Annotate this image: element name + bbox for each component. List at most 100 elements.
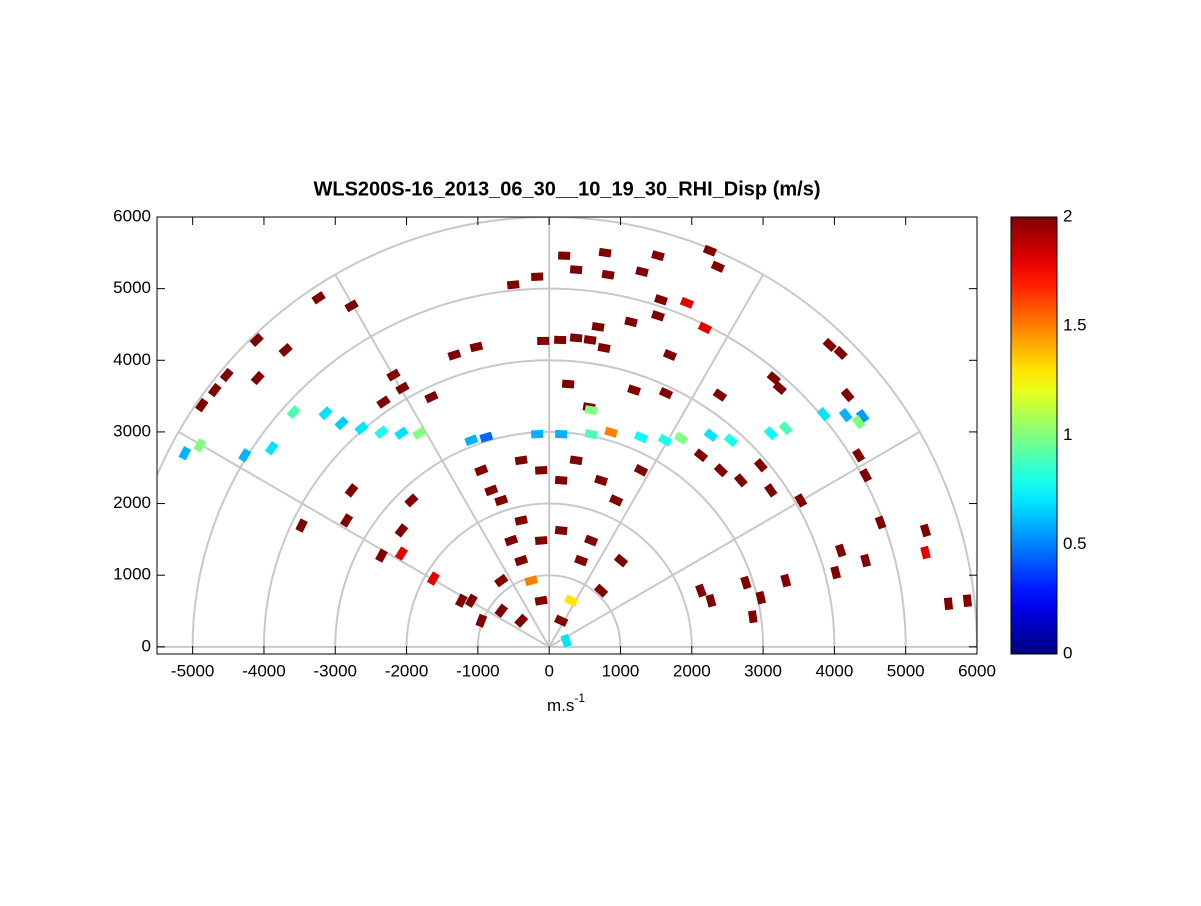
cell: [404, 493, 419, 508]
colorbar: [1010, 216, 1058, 655]
x-tick-label: -4000: [242, 661, 285, 680]
cell: [375, 548, 388, 563]
cell: [651, 250, 665, 262]
cell: [264, 441, 279, 456]
cell: [394, 523, 409, 538]
cell: [852, 448, 866, 463]
cell: [693, 448, 709, 463]
cell: [394, 426, 409, 440]
cell: [658, 386, 674, 400]
x-tick-label: 4000: [815, 661, 853, 680]
cell: [394, 546, 409, 561]
grid-spoke: [548, 431, 921, 648]
cell: [598, 247, 612, 258]
cell: [464, 434, 479, 447]
cell: [860, 553, 872, 568]
cell: [633, 463, 649, 477]
cell: [469, 341, 484, 353]
y-tick-label: 2000: [113, 493, 151, 512]
cell: [679, 296, 694, 309]
colorbar-tick-label: 1.5: [1063, 316, 1087, 335]
cell: [662, 348, 678, 361]
cell: [601, 269, 615, 280]
cell: [484, 484, 499, 497]
cell: [651, 310, 665, 322]
cell: [920, 545, 931, 560]
cell: [851, 414, 866, 430]
cell: [339, 513, 354, 528]
cells: [178, 244, 973, 648]
cell: [919, 523, 932, 538]
x-axis-label-sup: -1: [574, 691, 585, 705]
cell: [591, 322, 605, 332]
x-tick-label: -5000: [171, 661, 214, 680]
cell: [535, 466, 548, 475]
cell: [673, 431, 689, 445]
cell: [344, 299, 359, 313]
cell: [574, 554, 589, 567]
y-tick-label: 6000: [113, 206, 151, 225]
cell: [530, 429, 544, 439]
cell: [474, 464, 489, 477]
cell: [766, 371, 781, 385]
x-axis-label-base: m.s: [547, 696, 574, 715]
cell: [695, 583, 707, 598]
cell: [318, 406, 333, 421]
cell: [753, 458, 768, 473]
cell: [697, 321, 713, 335]
y-tick-label: 1000: [113, 565, 151, 584]
cell: [830, 565, 842, 580]
cell: [712, 388, 728, 402]
cell: [723, 433, 739, 448]
cell: [557, 251, 571, 260]
cell: [764, 483, 778, 498]
cell: [778, 421, 793, 436]
cell: [633, 431, 649, 444]
cell: [713, 463, 728, 478]
cell: [534, 595, 548, 606]
axes: -5000 -4000 -3000 -2000 -1000 0 1000 2000 3000 40…: [113, 206, 1086, 680]
cell: [494, 494, 509, 507]
cell: [874, 515, 887, 530]
cell: [506, 280, 520, 290]
cell: [943, 597, 954, 611]
colorbar-tick-label: 0: [1063, 643, 1072, 662]
cell: [286, 405, 301, 420]
grid-spoke: [178, 431, 550, 648]
chart-title: WLS200S-16_2013_06_30__10_19_30_RHI_Disp…: [313, 178, 820, 200]
cell: [563, 594, 579, 607]
cell: [962, 594, 973, 608]
cell: [584, 405, 598, 416]
x-tick-label: -3000: [314, 661, 357, 680]
cell: [178, 446, 192, 461]
cell: [219, 367, 234, 383]
cell: [554, 614, 569, 627]
cell: [412, 426, 427, 440]
cell: [395, 381, 410, 395]
cell: [479, 431, 494, 443]
x-tick-label: 2000: [673, 661, 711, 680]
cell: [514, 455, 528, 466]
colorbar-tick-label: 0.5: [1063, 534, 1087, 553]
cell: [654, 294, 668, 306]
colorbar-tick-label: 1: [1063, 425, 1072, 444]
x-tick-label: 0: [544, 661, 553, 680]
cell: [833, 345, 848, 361]
x-tick-label: -1000: [456, 661, 499, 680]
cell: [604, 426, 618, 438]
cell: [238, 448, 252, 463]
cell: [838, 407, 853, 423]
cell: [554, 335, 567, 345]
cell: [855, 408, 870, 424]
cell: [597, 342, 611, 353]
cell: [494, 603, 509, 618]
cell: [524, 575, 539, 587]
colorbar-tick-label: 2: [1063, 206, 1072, 225]
cell: [733, 473, 748, 488]
cell: [747, 610, 758, 624]
cell: [207, 382, 222, 398]
cell: [772, 381, 787, 396]
cell: [627, 384, 641, 396]
cell: [569, 333, 583, 343]
cell: [554, 525, 568, 536]
